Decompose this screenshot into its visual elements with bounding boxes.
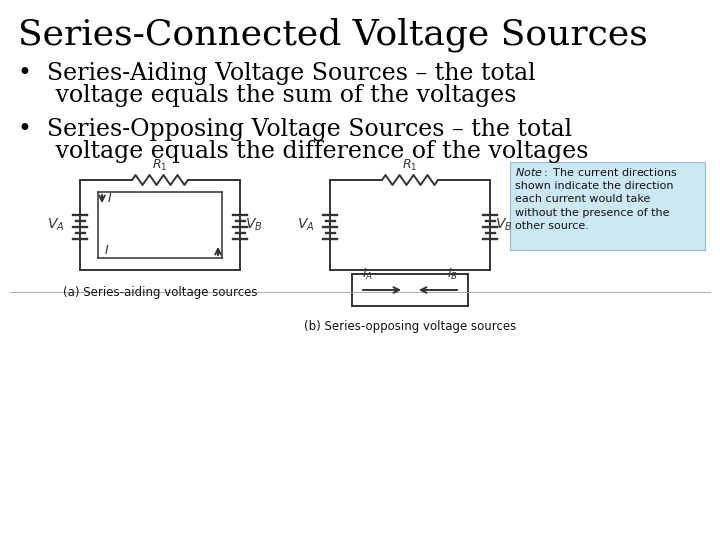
Text: •  Series-Opposing Voltage Sources – the total: • Series-Opposing Voltage Sources – the … (18, 118, 572, 141)
Text: $I_A$: $I_A$ (362, 267, 373, 282)
Text: $I_B$: $I_B$ (447, 267, 458, 282)
Text: $I$: $I$ (107, 192, 112, 206)
Text: $I$: $I$ (104, 244, 109, 256)
Text: (b) Series-opposing voltage sources: (b) Series-opposing voltage sources (304, 320, 516, 333)
Text: voltage equals the difference of the voltages: voltage equals the difference of the vol… (18, 140, 588, 163)
Text: $\it{Note:}$ The current directions
shown indicate the direction
each current wo: $\it{Note:}$ The current directions show… (515, 166, 678, 231)
Text: $R_1$: $R_1$ (402, 158, 418, 173)
Text: $V_B$: $V_B$ (245, 217, 263, 233)
Text: voltage equals the sum of the voltages: voltage equals the sum of the voltages (18, 84, 516, 107)
Text: •  Series-Aiding Voltage Sources – the total: • Series-Aiding Voltage Sources – the to… (18, 62, 536, 85)
Text: $V_B$: $V_B$ (495, 217, 513, 233)
FancyBboxPatch shape (510, 162, 705, 250)
Text: Series-Connected Voltage Sources: Series-Connected Voltage Sources (18, 18, 648, 52)
Text: $R_1$: $R_1$ (153, 158, 168, 173)
Text: (a) Series-aiding voltage sources: (a) Series-aiding voltage sources (63, 286, 257, 299)
Text: $V_A$: $V_A$ (47, 217, 64, 233)
Text: $V_A$: $V_A$ (297, 217, 314, 233)
